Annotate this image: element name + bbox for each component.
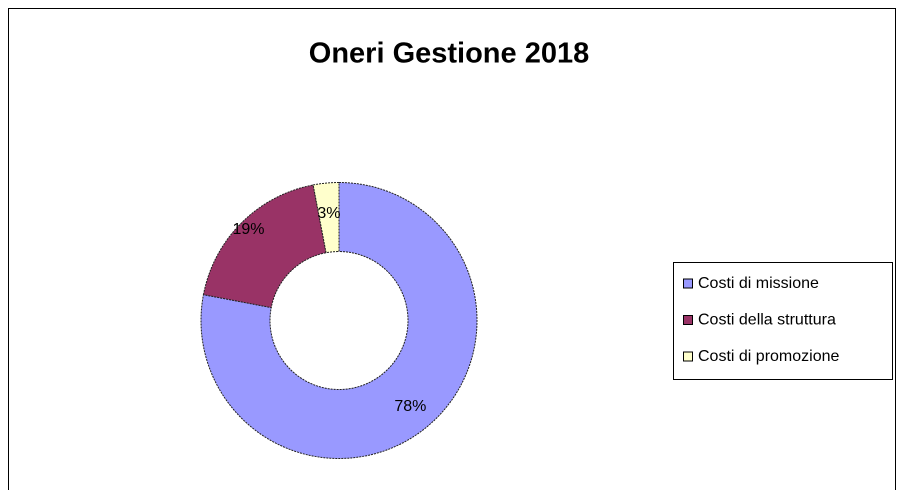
value-label: 3% — [317, 205, 340, 222]
donut-segment — [202, 184, 327, 309]
legend-label: Costi della struttura — [698, 312, 836, 329]
value-label: 78% — [394, 398, 426, 415]
legend-swatch — [683, 278, 693, 289]
legend-label: Costi di promozione — [698, 348, 840, 365]
chart-title: Oneri Gestione 2018 — [309, 38, 589, 70]
legend-swatch — [683, 351, 693, 362]
value-label: 19% — [232, 221, 264, 238]
donut-segment — [312, 181, 340, 254]
legend-box — [673, 262, 893, 380]
chart-frame — [8, 8, 896, 490]
legend-label: Costi di missione — [698, 275, 819, 292]
legend-swatch — [683, 315, 693, 325]
donut-segment — [200, 181, 478, 459]
